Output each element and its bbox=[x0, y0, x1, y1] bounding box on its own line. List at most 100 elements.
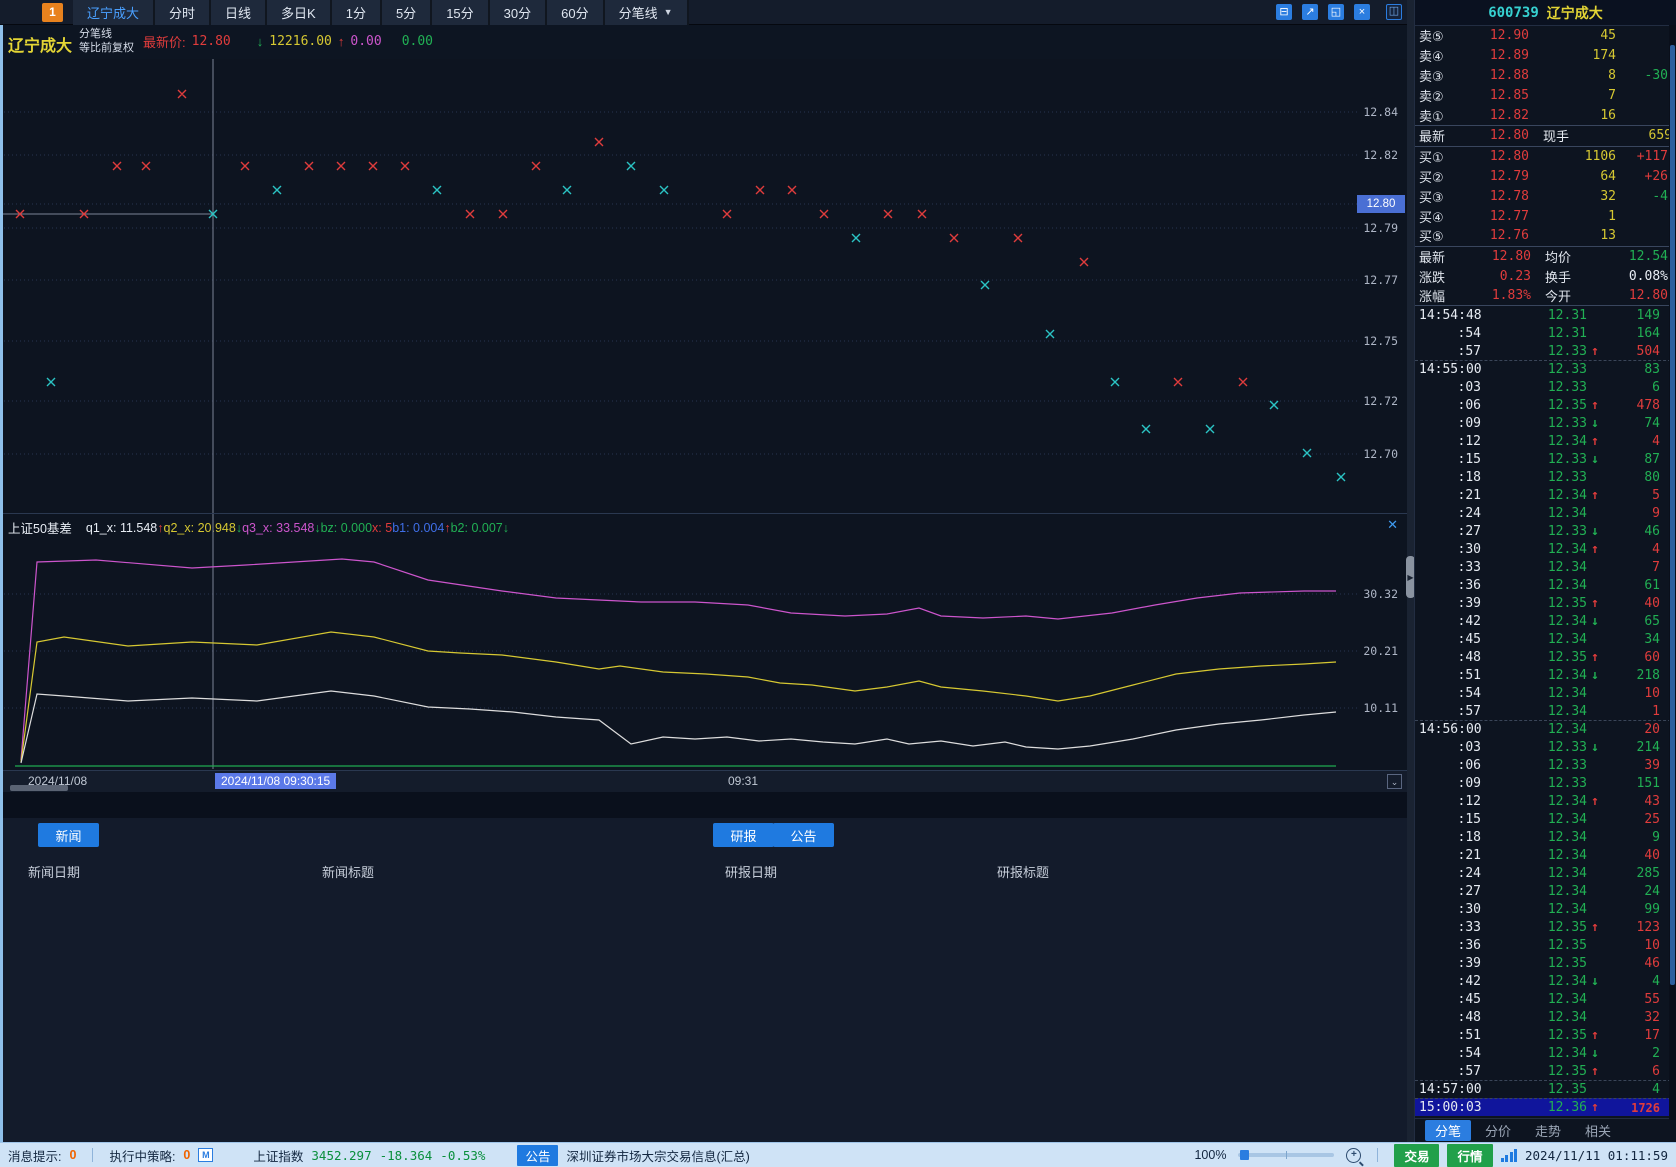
quote-tab-走势[interactable]: 走势 bbox=[1535, 1123, 1562, 1139]
tab-辽宁成大[interactable]: 辽宁成大 bbox=[73, 0, 156, 25]
tab-日线[interactable]: 日线 bbox=[211, 0, 268, 25]
tick-row[interactable]: :30 12.34 99 bbox=[1415, 900, 1676, 918]
tick-row[interactable]: :57 12.35 ↑ 6 bbox=[1415, 1062, 1676, 1080]
quote-header[interactable]: 600739 辽宁成大 bbox=[1415, 0, 1676, 26]
index-label[interactable]: 上证指数 bbox=[253, 1149, 304, 1164]
tick-row[interactable]: :30 12.34 ↑ 4 bbox=[1415, 540, 1676, 558]
tab-30分[interactable]: 30分 bbox=[489, 0, 548, 25]
split-panel-icon[interactable]: ◫ bbox=[1386, 4, 1402, 20]
tick-row[interactable]: :09 12.33 ↓ 74 bbox=[1415, 414, 1676, 432]
tick-row[interactable]: :36 12.35 10 bbox=[1415, 936, 1676, 954]
tab-多日K[interactable]: 多日K bbox=[267, 0, 332, 25]
zoom-slider-thumb[interactable] bbox=[1240, 1150, 1250, 1160]
app-badge[interactable]: 1 bbox=[42, 2, 63, 22]
tick-row[interactable]: :51 12.35 ↑ 17 bbox=[1415, 1026, 1676, 1044]
tick-row[interactable]: :06 12.35 ↑ 478 bbox=[1415, 396, 1676, 414]
horizontal-scrollbar-thumb[interactable] bbox=[10, 785, 68, 791]
order-book-row[interactable]: 买⑤ 12.76 13 bbox=[1415, 226, 1676, 246]
quote-tab-相关[interactable]: 相关 bbox=[1585, 1123, 1612, 1139]
close-icon[interactable]: × bbox=[1354, 4, 1370, 20]
tick-row[interactable]: 15:00:03 12.36 ↑ 1726 bbox=[1415, 1098, 1676, 1117]
tab-分笔线[interactable]: 分笔线 ▼ bbox=[604, 0, 689, 25]
splitter-handle[interactable]: ▶ bbox=[1406, 556, 1415, 598]
tick-row[interactable]: :27 12.34 24 bbox=[1415, 882, 1676, 900]
tab-分时[interactable]: 分时 bbox=[155, 0, 212, 25]
panel-splitter[interactable]: ▶ bbox=[1406, 0, 1415, 1142]
tick-row[interactable]: :21 12.34 ↑ 5 bbox=[1415, 486, 1676, 504]
minimize-panel-icon[interactable]: ⊟ bbox=[1276, 4, 1292, 20]
tab-1分[interactable]: 1分 bbox=[331, 0, 382, 25]
close-icon[interactable]: ✕ bbox=[1387, 517, 1398, 532]
tick-row[interactable]: :15 12.34 25 bbox=[1415, 810, 1676, 828]
tick-row[interactable]: :24 12.34 9 bbox=[1415, 504, 1676, 522]
indicator-panel[interactable]: 上证50基差 q1_x: 11.548↑q2_x: 20.948↓q3_x: 3… bbox=[0, 513, 1407, 770]
tick-row[interactable]: :45 12.34 34 bbox=[1415, 630, 1676, 648]
strategy-monitor-icon[interactable]: M bbox=[198, 1148, 214, 1162]
tick-row[interactable]: :54 12.34 10 bbox=[1415, 684, 1676, 702]
report-button[interactable]: 研报 bbox=[713, 823, 774, 847]
tab-5分[interactable]: 5分 bbox=[381, 0, 433, 25]
tab-15分[interactable]: 15分 bbox=[432, 0, 490, 25]
tick-row[interactable]: :45 12.34 55 bbox=[1415, 990, 1676, 1008]
tick-row[interactable]: :09 12.33 151 bbox=[1415, 774, 1676, 792]
tick-row[interactable]: :21 12.34 40 bbox=[1415, 846, 1676, 864]
order-book-row[interactable]: 卖③ 12.88 8 -30 bbox=[1415, 66, 1676, 86]
tick-row[interactable]: 14:57:00 12.35 4 bbox=[1415, 1080, 1676, 1098]
tick-row[interactable]: :33 12.35 ↑ 123 bbox=[1415, 918, 1676, 936]
tick-row[interactable]: :57 12.34 1 bbox=[1415, 702, 1676, 720]
scrollbar-thumb[interactable] bbox=[1670, 45, 1675, 985]
tick-row[interactable]: :33 12.34 7 bbox=[1415, 558, 1676, 576]
tick-row[interactable]: 14:55:00 12.33 83 bbox=[1415, 360, 1676, 378]
notice-tag-button[interactable]: 公告 bbox=[517, 1144, 559, 1166]
indicator-title: 上证50基差 bbox=[8, 522, 72, 536]
tick-row[interactable]: :54 12.31 164 bbox=[1415, 324, 1676, 342]
vertical-scrollbar[interactable] bbox=[1669, 25, 1676, 1120]
order-book-row[interactable]: 卖⑤ 12.90 45 bbox=[1415, 26, 1676, 46]
order-book-row[interactable]: 卖④ 12.89 174 bbox=[1415, 46, 1676, 66]
tick-row[interactable]: :06 12.33 39 bbox=[1415, 756, 1676, 774]
order-book-row[interactable]: 买② 12.79 64 +26 bbox=[1415, 167, 1676, 187]
order-book-row[interactable]: 买① 12.80 1106 +117 bbox=[1415, 147, 1676, 167]
tick-row[interactable]: :48 12.34 32 bbox=[1415, 1008, 1676, 1026]
tick-row[interactable]: :51 12.34 ↓ 218 bbox=[1415, 666, 1676, 684]
notice-button[interactable]: 公告 bbox=[773, 823, 834, 847]
order-book-row[interactable]: 买③ 12.78 32 -4 bbox=[1415, 186, 1676, 206]
chevron-down-icon[interactable]: ⌄ bbox=[1387, 774, 1402, 789]
tab-60分[interactable]: 60分 bbox=[547, 0, 605, 25]
tick-row[interactable]: 14:56:00 12.34 20 bbox=[1415, 720, 1676, 738]
tick-row[interactable]: 14:54:48 12.31 149 bbox=[1415, 306, 1676, 324]
news-button[interactable]: 新闻 bbox=[38, 823, 99, 847]
tick-row[interactable]: :18 12.33 80 bbox=[1415, 468, 1676, 486]
tick-row[interactable]: :39 12.35 ↑ 40 bbox=[1415, 594, 1676, 612]
market-button[interactable]: 行情 bbox=[1447, 1143, 1493, 1167]
tick-row[interactable]: :57 12.33 ↑ 504 bbox=[1415, 342, 1676, 360]
zoom-slider[interactable] bbox=[1238, 1150, 1335, 1160]
tick-scatter-chart[interactable]: 12.84 12.82 12.80 12.79 12.77 12.75 12.72 12.70 bbox=[0, 59, 1407, 513]
tick-row[interactable]: :48 12.35 ↑ 60 bbox=[1415, 648, 1676, 666]
open-new-window-icon[interactable]: ↗ bbox=[1302, 4, 1318, 20]
quote-tab-分价[interactable]: 分价 bbox=[1485, 1123, 1512, 1139]
tick-row[interactable]: :42 12.34 ↓ 4 bbox=[1415, 972, 1676, 990]
notice-ticker-text[interactable]: 深圳证券市场大宗交易信息(汇总) bbox=[566, 1149, 750, 1164]
zoom-icon[interactable]: + bbox=[1346, 1147, 1362, 1163]
tick-row[interactable]: :27 12.33 ↓ 46 bbox=[1415, 522, 1676, 540]
order-book-row[interactable]: 卖① 12.82 16 bbox=[1415, 105, 1676, 125]
tick-row[interactable]: :54 12.34 ↓ 2 bbox=[1415, 1044, 1676, 1062]
tick-row[interactable]: :24 12.34 285 bbox=[1415, 864, 1676, 882]
tick-list[interactable]: 14:54:48 12.31 149:54 12.31 164:57 12.33 ↑ 504 1… bbox=[1415, 305, 1676, 1118]
order-book-row[interactable]: 卖② 12.85 7 bbox=[1415, 85, 1676, 105]
tick-row[interactable]: :36 12.34 61 bbox=[1415, 576, 1676, 594]
order-book-row[interactable]: 买④ 12.77 1 bbox=[1415, 206, 1676, 226]
tick-row[interactable]: :03 12.33 ↓ 214 bbox=[1415, 738, 1676, 756]
trade-button[interactable]: 交易 bbox=[1394, 1143, 1440, 1167]
latest-trade-row[interactable]: 最新 12.80 现手 659 bbox=[1415, 124, 1676, 147]
tick-row[interactable]: :15 12.33 ↓ 87 bbox=[1415, 450, 1676, 468]
tick-row[interactable]: :03 12.33 6 bbox=[1415, 378, 1676, 396]
tick-row[interactable]: :18 12.34 9 bbox=[1415, 828, 1676, 846]
tick-row[interactable]: :12 12.34 ↑ 4 bbox=[1415, 432, 1676, 450]
tick-row[interactable]: :12 12.34 ↑ 43 bbox=[1415, 792, 1676, 810]
quote-tab-分笔[interactable]: 分笔 bbox=[1425, 1119, 1472, 1141]
tick-row[interactable]: :39 12.35 46 bbox=[1415, 954, 1676, 972]
cascade-windows-icon[interactable]: ◱ bbox=[1328, 4, 1344, 20]
tick-row[interactable]: :42 12.34 ↓ 65 bbox=[1415, 612, 1676, 630]
